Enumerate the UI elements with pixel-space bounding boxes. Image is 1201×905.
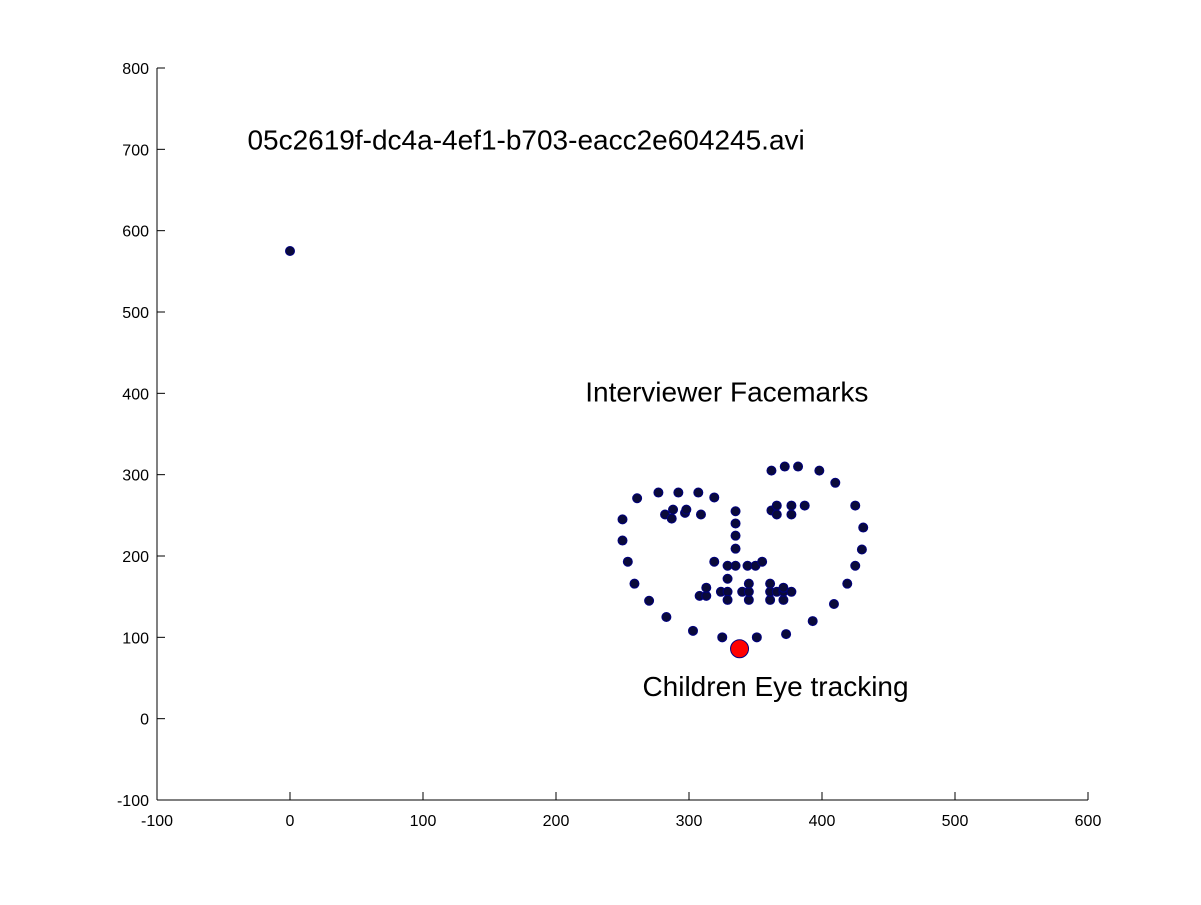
facemark-point [709,492,720,503]
facemark-point [786,509,797,520]
y-tick-label: 500 [122,305,149,322]
annotation-filename: 05c2619f-dc4a-4ef1-b703-eacc2e604245.avi [247,124,804,155]
facemark-point [617,514,628,525]
facemark-point [856,544,867,555]
eye-tracking-point [730,639,750,659]
facemark-point [653,487,664,498]
annotation-facemarks: Interviewer Facemarks [585,376,868,407]
facemark-point [793,461,804,472]
facemark-point [687,625,698,636]
x-tick-label: 0 [286,813,295,830]
facemark-point [709,556,720,567]
facemark-point [842,578,853,589]
facemark-point [850,560,861,571]
x-tick-label: 600 [1075,813,1102,830]
facemark-point [661,612,672,622]
facemark-point [757,556,768,567]
facemark-point [285,246,295,256]
x-tick-label: 200 [543,813,570,830]
facemark-point [693,487,704,498]
facemark-point [799,500,810,511]
facemark-point [673,487,684,498]
x-tick-label: 300 [676,813,703,830]
facemark-point [644,595,655,606]
facemark-point [701,582,712,593]
facemark-point [617,535,628,546]
facemark-point [722,594,733,605]
facemark-point [622,556,633,567]
facemark-point [771,500,782,511]
y-tick-label: 200 [122,549,149,566]
facemark-point [632,493,643,504]
facemark-point [666,513,677,524]
facemark-point [730,543,741,554]
x-tick-label: 400 [809,813,836,830]
facemark-point [722,573,733,584]
facemark-point [730,530,741,541]
facemark-point [779,461,790,472]
tick-labels: -100 0 100 200 300 400 500 600 -100 0 100 200 300 400… [117,61,1101,830]
facemark-point [730,506,741,517]
facemark-point [807,616,818,627]
facemark-point [730,518,741,529]
annotation-eyetracking: Children Eye tracking [642,671,908,702]
data-points [285,246,869,659]
x-tick-label: -100 [141,813,173,830]
facemark-point [814,465,825,476]
facemark-point [765,578,776,589]
y-tick-label: 0 [140,712,149,729]
annotations: 05c2619f-dc4a-4ef1-b703-eacc2e604245.avi… [247,124,908,702]
y-tick-label: -100 [117,793,149,810]
facemark-point [830,477,841,488]
facemark-point [781,629,792,640]
facemark-point [717,632,728,643]
facemark-point [766,465,777,476]
y-tick-label: 600 [122,224,149,241]
facemark-point [743,578,754,589]
facemark-point [771,509,782,520]
facemark-point [695,509,706,520]
facemark-point [668,504,679,515]
facemark-point [722,560,733,571]
x-tick-label: 100 [410,813,437,830]
facemark-point [751,632,762,643]
y-tick-label: 800 [122,61,149,78]
facemark-point [858,522,869,533]
facemark-point [786,500,797,511]
y-tick-label: 700 [122,142,149,159]
x-tick-label: 500 [942,813,969,830]
facemark-point [681,504,692,515]
facemark-point [786,586,797,597]
facemark-point [850,500,861,511]
facemark-point [828,598,839,609]
axes [156,67,1089,801]
y-tick-label: 100 [122,630,149,647]
facemark-point [629,578,640,589]
y-tick-label: 400 [122,386,149,403]
facemark-point [778,582,789,593]
y-tick-label: 300 [122,468,149,485]
